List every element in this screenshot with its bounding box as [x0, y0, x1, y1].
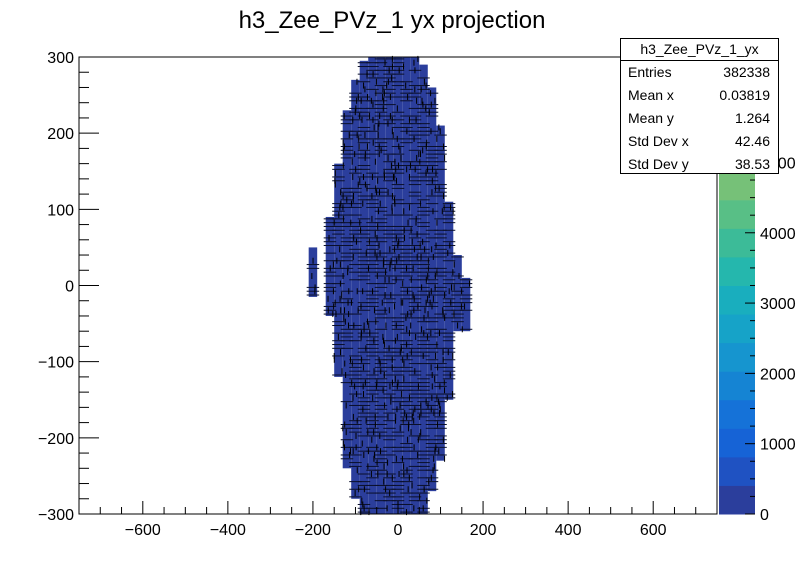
stats-label: Mean x [628, 87, 674, 103]
palette-cell [719, 256, 755, 286]
data-bin-column [308, 247, 318, 297]
stats-label: Std Dev y [628, 156, 689, 172]
data-bin-column [453, 255, 462, 332]
data-bin-column [368, 57, 377, 514]
y-tick-label: 300 [47, 50, 74, 67]
stats-row-std-y: Std Dev y 38.53 [621, 153, 778, 176]
palette-tick-label: 0 [760, 507, 769, 524]
palette-cell [719, 399, 755, 429]
data-bin-column [461, 277, 471, 332]
palette-cell [719, 314, 755, 344]
data-bin-column [342, 110, 352, 469]
palette-cell [719, 428, 755, 458]
y-axis: −300 −200 −100 0 100 200 300 [38, 50, 99, 524]
data-bin-column [351, 79, 360, 499]
x-tick-label: 400 [555, 522, 582, 539]
stats-row-std-x: Std Dev x 42.46 [621, 130, 778, 153]
y-tick-label: 100 [47, 202, 74, 219]
stats-title: h3_Zee_PVz_1_yx [621, 39, 778, 61]
y-tick-label: 200 [47, 126, 74, 143]
y-tick-label: −100 [38, 355, 74, 372]
data-bin-column [427, 87, 437, 492]
data-bin-column [376, 57, 386, 514]
x-tick-label: 600 [640, 522, 667, 539]
data-bin-column [393, 57, 403, 514]
stats-value: 1.264 [734, 110, 770, 126]
stats-label: Mean y [628, 110, 674, 126]
stats-value: 0.03819 [719, 87, 770, 103]
stats-box: h3_Zee_PVz_1_yx Entries 382338 Mean x 0.… [620, 38, 779, 174]
data-bin-column [402, 57, 411, 514]
data-bin-column [444, 201, 454, 400]
palette-cell [719, 456, 755, 486]
data-bin-column [359, 60, 369, 514]
palette-tick-label: 2000 [760, 366, 796, 383]
chart-title: h3_Zee_PVz_1 yx projection [239, 7, 546, 34]
palette-cell [719, 342, 755, 372]
palette-cell [719, 485, 755, 515]
palette-tick-label: 3000 [760, 296, 796, 313]
stats-label: Std Dev x [628, 133, 689, 149]
x-tick-label: 0 [394, 522, 403, 539]
stats-row-entries: Entries 382338 [621, 61, 778, 84]
y-tick-label: −300 [38, 507, 74, 524]
data-bin-column [334, 163, 343, 377]
stats-row-mean-x: Mean x 0.03819 [621, 84, 778, 107]
stats-row-mean-y: Mean y 1.264 [621, 107, 778, 130]
palette-cell [719, 171, 755, 201]
data-bin-column [436, 125, 445, 461]
x-tick-label: −200 [295, 522, 331, 539]
plot-bars [306, 58, 473, 513]
stats-value: 38.53 [734, 156, 770, 172]
stats-value: 42.46 [734, 133, 770, 149]
stats-label: Entries [628, 64, 672, 80]
x-tick-label: 200 [470, 522, 497, 539]
palette-tick-label: 4000 [760, 226, 796, 243]
plot-fill [308, 57, 471, 514]
x-tick-label: −600 [125, 522, 161, 539]
y-tick-label: 0 [65, 279, 74, 296]
palette-cell [719, 371, 755, 401]
palette-cell [719, 285, 755, 315]
x-tick-label: −400 [210, 522, 246, 539]
palette-tick-label: 1000 [760, 437, 796, 454]
palette-cell [719, 199, 755, 229]
data-bin-column [419, 64, 428, 514]
data-bin-column [385, 57, 394, 514]
data-bin-column [410, 57, 420, 514]
stats-value: 382338 [723, 64, 770, 80]
plot-errors [311, 55, 471, 516]
y-tick-label: −200 [38, 431, 74, 448]
x-axis: −600 −400 −200 0 200 400 600 [99, 501, 697, 539]
